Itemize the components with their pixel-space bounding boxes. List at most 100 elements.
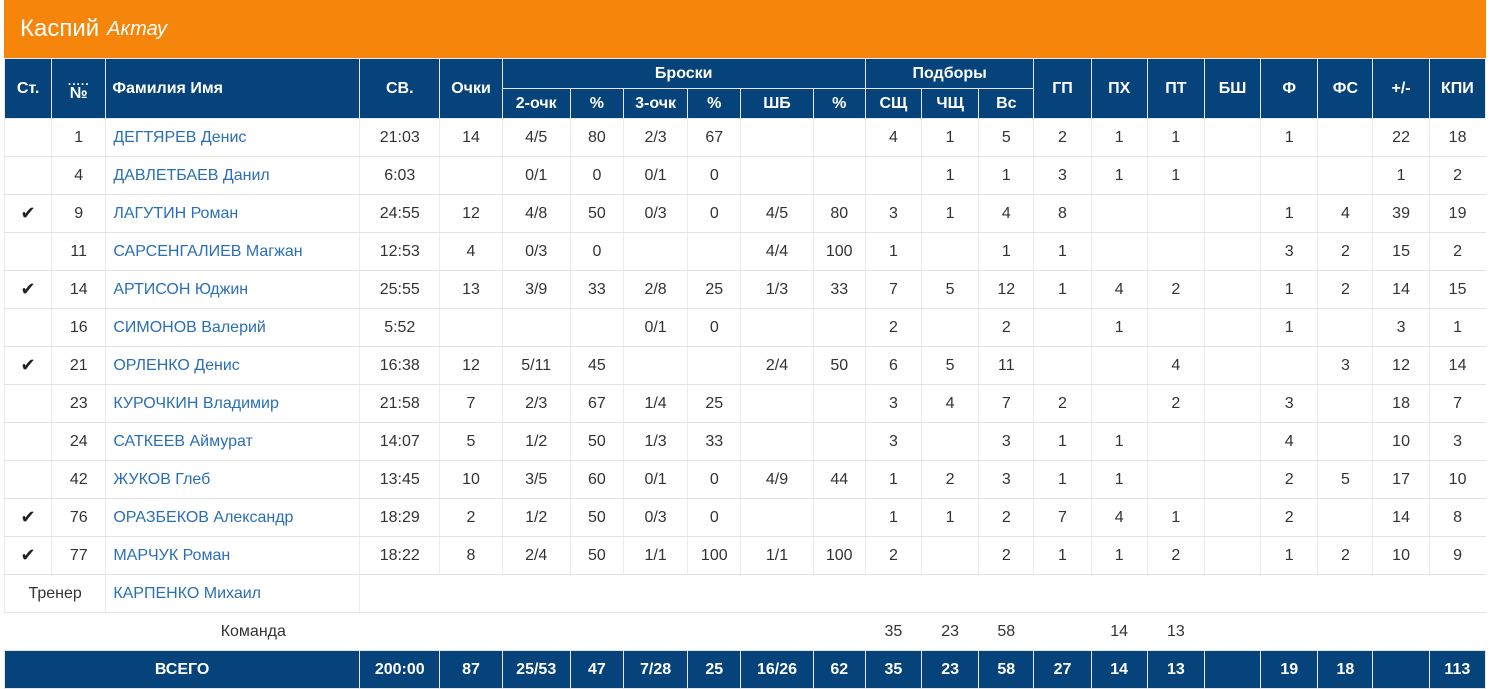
stat-eff: 10: [1428, 460, 1486, 499]
player-name-link[interactable]: ЖУКОВ Глеб: [113, 470, 211, 488]
player-name-link[interactable]: АРТИСОН Юджин: [113, 280, 249, 298]
stat-fd: [1317, 156, 1373, 195]
col-off-reb[interactable]: СЩ: [864, 88, 923, 119]
stat-p3pct: 0: [687, 156, 741, 195]
col-assists[interactable]: ГП: [1033, 58, 1092, 119]
col-ft-pct[interactable]: %: [812, 88, 866, 119]
stat-fd: 3: [1317, 346, 1373, 385]
col-turnovers[interactable]: ПХ: [1090, 58, 1148, 119]
stat-ftpct: [812, 422, 866, 461]
col-3pt[interactable]: 3-очк: [622, 88, 689, 119]
col-starter[interactable]: Ст.: [3, 58, 53, 119]
stat-p2pct: [569, 308, 624, 347]
col-efficiency[interactable]: КПИ: [1428, 58, 1487, 119]
stat-oreb: 2: [864, 536, 922, 575]
stat-stl: 2: [1146, 536, 1205, 575]
stat-blk: [1203, 384, 1261, 423]
stat-time: 18:22: [359, 536, 440, 575]
stat-oreb: 4: [864, 118, 922, 157]
stat-pm: 15: [1372, 232, 1430, 271]
player-name-link[interactable]: ОРЛЕНКО Денис: [113, 356, 240, 374]
player-number: 1: [51, 118, 106, 157]
stat-p2pct: 50: [569, 194, 624, 233]
stat-eff: 8: [1428, 498, 1486, 537]
col-total-reb[interactable]: Вс: [978, 88, 1035, 119]
coach-name-link[interactable]: КАРПЕНКО Михаил: [113, 584, 261, 602]
team-header: Каспий Актау: [4, 0, 1486, 58]
stat-blk: [1203, 118, 1261, 157]
totals-tov: 14: [1090, 650, 1148, 689]
stat-ftpct: [812, 498, 866, 537]
stat-treb: 2: [978, 308, 1034, 347]
stat-pm: 14: [1372, 498, 1430, 537]
stat-eff: 3: [1428, 422, 1486, 461]
stat-pf: 2: [1260, 498, 1318, 537]
player-name-link[interactable]: МАРЧУК Роман: [113, 546, 231, 564]
stat-p3pct: 100: [687, 536, 741, 575]
stat-ast: 2: [1033, 118, 1092, 157]
col-3pt-pct[interactable]: %: [687, 88, 742, 119]
player-name-link[interactable]: ДАВЛЕТБАЕВ Данил: [113, 166, 270, 184]
stat-p2pct: 0: [569, 156, 624, 195]
group-shots: Броски: [501, 58, 866, 89]
col-fouls[interactable]: Ф: [1260, 58, 1319, 119]
col-fouls-drawn[interactable]: ФС: [1317, 58, 1374, 119]
stat-time: 12:53: [359, 232, 440, 271]
stat-ast: [1033, 346, 1092, 385]
stat-pf: 4: [1260, 422, 1318, 461]
player-name-link[interactable]: ОРАЗБЕКОВ Александр: [113, 508, 294, 526]
stat-ft: [740, 308, 814, 347]
stat-oreb: 1: [864, 460, 922, 499]
player-row: ✔ 9 ЛАГУТИН Роман 24:55 12 4/8 50 0/3 0 4/5 80 3 1 4 8…: [3, 194, 1486, 233]
team-oreb: 35: [865, 612, 922, 651]
stat-ast: 1: [1033, 536, 1092, 575]
stat-treb: 3: [978, 422, 1034, 461]
player-name-link[interactable]: КУРОЧКИН Владимир: [113, 394, 279, 412]
starter-cell: [3, 460, 52, 499]
stat-p3pct: 0: [687, 460, 741, 499]
player-name-link[interactable]: ЛАГУТИН Роман: [113, 204, 239, 222]
col-def-reb[interactable]: ЧЩ: [921, 88, 980, 119]
stat-pf: [1260, 156, 1318, 195]
coach-name-cell: КАРПЕНКО Михаил: [105, 574, 360, 613]
col-steals[interactable]: ПТ: [1146, 58, 1205, 119]
stat-pm: 22: [1372, 118, 1430, 157]
stat-stl: 2: [1146, 384, 1205, 423]
stat-blk: [1203, 308, 1261, 347]
col-2pt[interactable]: 2-очк: [501, 88, 571, 119]
stat-p3pct: [687, 232, 741, 271]
stat-eff: 7: [1428, 384, 1486, 423]
stat-fd: [1317, 422, 1373, 461]
stat-ftpct: 50: [812, 346, 866, 385]
totals-blk: [1203, 650, 1262, 689]
player-name-link[interactable]: ДЕГТЯРЕВ Денис: [113, 128, 247, 146]
stat-pf: 3: [1260, 384, 1318, 423]
player-name-cell: ЛАГУТИН Роман: [105, 194, 360, 233]
starter-cell: [3, 156, 52, 195]
stat-pm: 12: [1372, 346, 1430, 385]
col-points[interactable]: Очки: [439, 58, 503, 119]
player-name-link[interactable]: СИМОНОВ Валерий: [113, 318, 266, 336]
checkmark-icon: ✔: [20, 279, 36, 299]
player-name-cell: КУРОЧКИН Владимир: [105, 384, 360, 423]
col-name[interactable]: Фамилия Имя: [105, 58, 361, 119]
col-2pt-pct[interactable]: %: [569, 88, 624, 119]
stat-pts: 4: [439, 232, 503, 271]
stat-stl: 1: [1146, 118, 1205, 157]
stat-p3: 2/3: [622, 118, 688, 157]
col-plus-minus[interactable]: +/-: [1372, 58, 1430, 119]
team-name: Каспий: [20, 15, 100, 42]
player-name-cell: ДЕГТЯРЕВ Денис: [105, 118, 360, 157]
stat-dreb: 2: [921, 460, 979, 499]
starter-cell: [3, 422, 52, 461]
col-blocks[interactable]: БШ: [1203, 58, 1262, 119]
col-number[interactable]: ..... №: [51, 58, 107, 119]
col-ft[interactable]: ШБ: [740, 88, 814, 119]
col-time[interactable]: СВ.: [359, 58, 441, 119]
stat-p2: 2/3: [501, 384, 571, 423]
player-name-link[interactable]: САРСЕНГАЛИЕВ Магжан: [113, 242, 303, 260]
stat-stl: [1146, 422, 1205, 461]
totals-treb: 58: [978, 650, 1035, 689]
player-name-link[interactable]: САТКЕЕВ Аймурат: [113, 432, 253, 450]
stat-ft: 4/5: [740, 194, 814, 233]
